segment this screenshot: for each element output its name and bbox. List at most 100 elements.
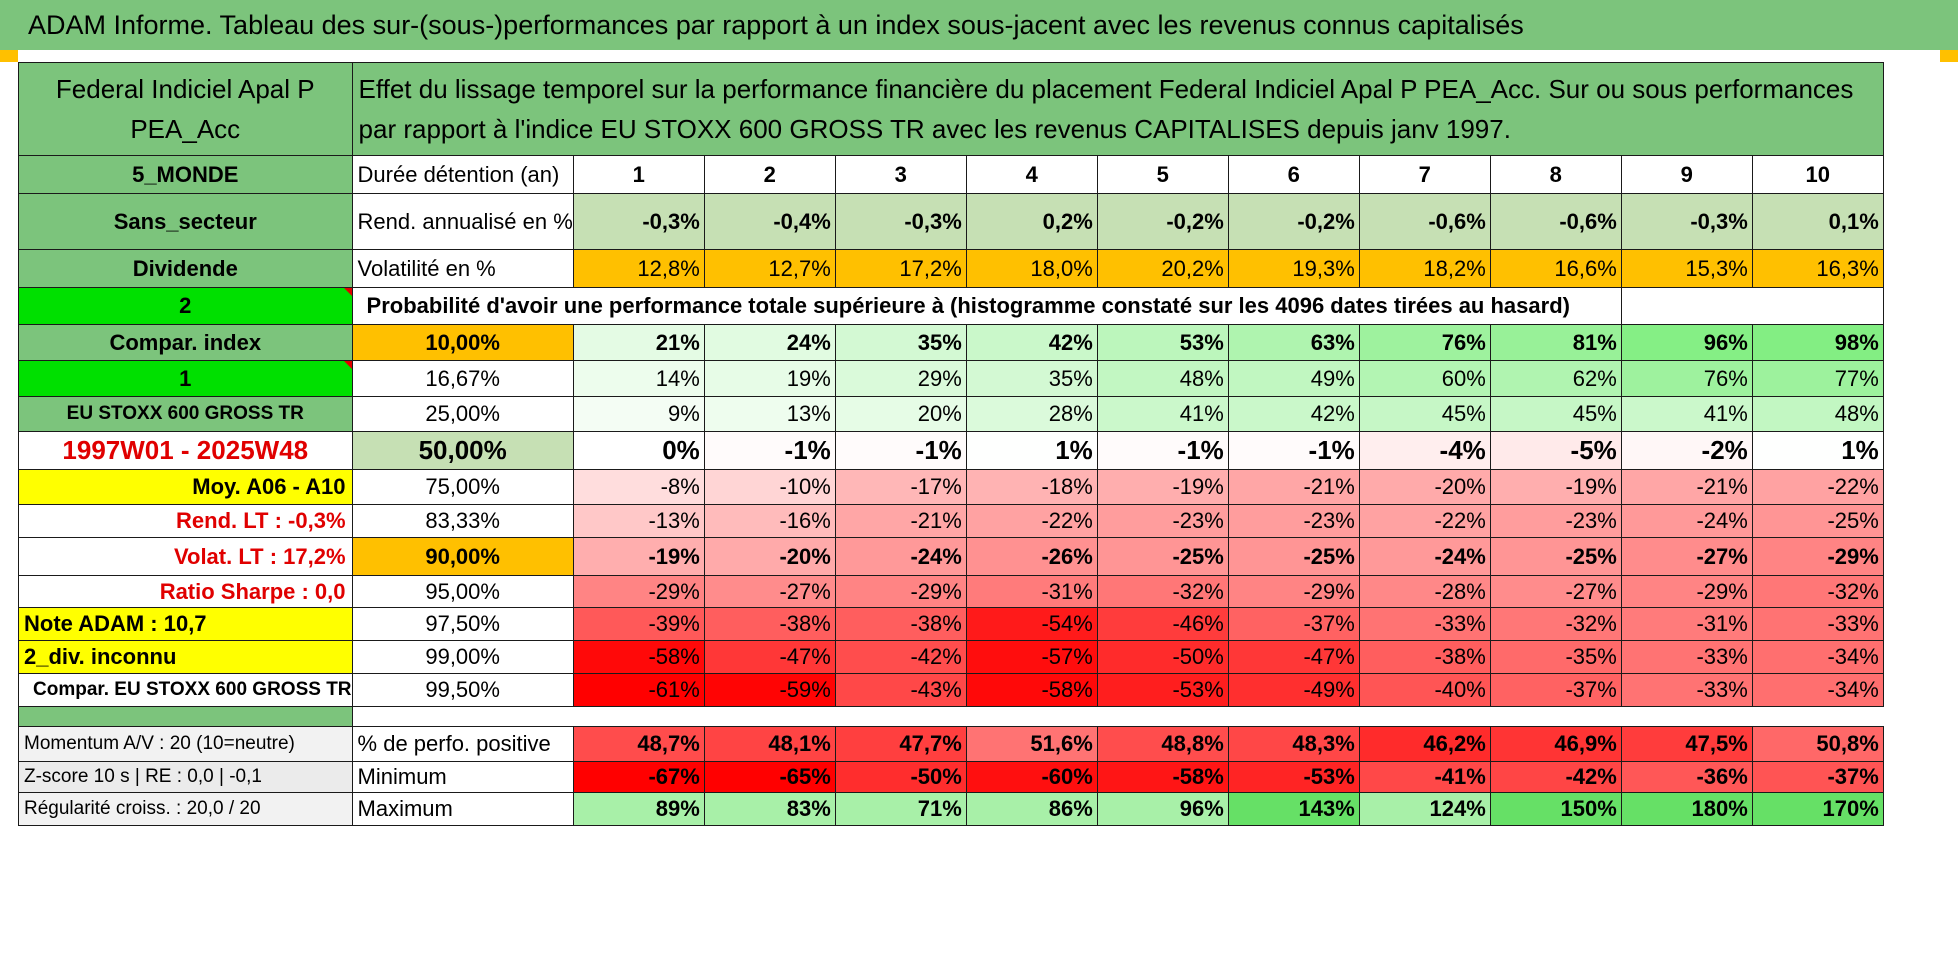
quantile-pct: 97,50% bbox=[351, 607, 574, 641]
summary-value: -41% bbox=[1358, 761, 1491, 793]
quantile-pct: 25,00% bbox=[351, 396, 574, 432]
stat-value: -0,2% bbox=[1096, 193, 1229, 250]
perf-value: -23% bbox=[1096, 504, 1229, 538]
perf-value: -17% bbox=[834, 469, 967, 505]
quantile-pct: 90,00% bbox=[351, 537, 574, 576]
side-label: Compar. EU STOXX 600 GROSS TR bbox=[18, 673, 353, 707]
perf-value: -24% bbox=[834, 537, 967, 576]
side-label: Compar. index bbox=[18, 324, 353, 361]
perf-value: -35% bbox=[1489, 640, 1622, 674]
perf-value: 76% bbox=[1358, 324, 1491, 361]
summary-value: 48,8% bbox=[1096, 726, 1229, 762]
summary-value: 51,6% bbox=[965, 726, 1098, 762]
probability-caption: Probabilité d'avoir une performance tota… bbox=[351, 287, 1622, 325]
perf-value: 28% bbox=[965, 396, 1098, 432]
perf-value: 1% bbox=[965, 431, 1098, 470]
perf-value: 42% bbox=[1227, 396, 1360, 432]
stat-label: % de perfo. positive bbox=[351, 726, 574, 762]
perf-value: -24% bbox=[1620, 504, 1753, 538]
perf-value: -40% bbox=[1358, 673, 1491, 707]
perf-value: -27% bbox=[1620, 537, 1753, 576]
perf-value: -46% bbox=[1096, 607, 1229, 641]
summary-value: -50% bbox=[834, 761, 967, 793]
perf-value: -58% bbox=[965, 673, 1098, 707]
perf-value: 62% bbox=[1489, 360, 1622, 397]
perf-value: -37% bbox=[1227, 607, 1360, 641]
perf-value: -19% bbox=[1096, 469, 1229, 505]
perf-value: 45% bbox=[1358, 396, 1491, 432]
performance-table: Federal Indiciel Apal P PEA_Acc Effet du … bbox=[18, 62, 1884, 826]
stat-value: 4 bbox=[965, 155, 1098, 194]
perf-value: -22% bbox=[965, 504, 1098, 538]
side-label: Ratio Sharpe : 0,0 bbox=[18, 575, 353, 608]
perf-value: -22% bbox=[1358, 504, 1491, 538]
empty-cell bbox=[1620, 287, 1884, 325]
stat-value: 19,3% bbox=[1227, 249, 1360, 288]
stat-value: -0,6% bbox=[1358, 193, 1491, 250]
summary-value: 47,5% bbox=[1620, 726, 1753, 762]
stat-value: -0,3% bbox=[1620, 193, 1753, 250]
description: Effet du lissage temporel sur la perform… bbox=[351, 62, 1884, 156]
separator-cell bbox=[18, 706, 353, 727]
stat-value: 1 bbox=[572, 155, 705, 194]
side-label: 5_MONDE bbox=[18, 155, 353, 194]
perf-value: -19% bbox=[572, 537, 705, 576]
perf-value: -31% bbox=[965, 575, 1098, 608]
side-metric: Momentum A/V : 20 (10=neutre) bbox=[18, 726, 353, 762]
perf-value: -57% bbox=[965, 640, 1098, 674]
side-metric: Régularité croiss. : 20,0 / 20 bbox=[18, 792, 353, 826]
perf-value: -18% bbox=[965, 469, 1098, 505]
perf-value: -37% bbox=[1489, 673, 1622, 707]
stat-value: 10 bbox=[1751, 155, 1884, 194]
perf-value: -38% bbox=[834, 607, 967, 641]
stat-value: 15,3% bbox=[1620, 249, 1753, 288]
summary-value: -60% bbox=[965, 761, 1098, 793]
perf-value: -26% bbox=[965, 537, 1098, 576]
stat-value: 0,1% bbox=[1751, 193, 1884, 250]
stat-label: Rend. annualisé en % bbox=[351, 193, 574, 250]
perf-value: -29% bbox=[1227, 575, 1360, 608]
perf-value: 77% bbox=[1751, 360, 1884, 397]
summary-value: 71% bbox=[834, 792, 967, 826]
perf-value: -24% bbox=[1358, 537, 1491, 576]
summary-value: 124% bbox=[1358, 792, 1491, 826]
quantile-pct: 95,00% bbox=[351, 575, 574, 608]
perf-value: -20% bbox=[703, 537, 836, 576]
perf-value: -50% bbox=[1096, 640, 1229, 674]
perf-value: -1% bbox=[834, 431, 967, 470]
perf-value: -47% bbox=[703, 640, 836, 674]
perf-value: -4% bbox=[1358, 431, 1491, 470]
summary-value: -53% bbox=[1227, 761, 1360, 793]
stat-value: -0,6% bbox=[1489, 193, 1622, 250]
summary-value: -36% bbox=[1620, 761, 1753, 793]
summary-value: 89% bbox=[572, 792, 705, 826]
summary-value: 46,2% bbox=[1358, 726, 1491, 762]
perf-value: -27% bbox=[1489, 575, 1622, 608]
stat-label: Volatilité en % bbox=[351, 249, 574, 288]
perf-value: 76% bbox=[1620, 360, 1753, 397]
perf-value: -33% bbox=[1620, 673, 1753, 707]
summary-value: -37% bbox=[1751, 761, 1884, 793]
perf-value: -58% bbox=[572, 640, 705, 674]
corner-marker-right bbox=[1940, 50, 1958, 62]
fund-name: Federal Indiciel Apal P PEA_Acc bbox=[18, 62, 353, 156]
summary-value: 50,8% bbox=[1751, 726, 1884, 762]
stat-value: 7 bbox=[1358, 155, 1491, 194]
perf-value: -33% bbox=[1751, 607, 1884, 641]
perf-value: 20% bbox=[834, 396, 967, 432]
side-label: Volat. LT : 17,2% bbox=[18, 537, 353, 576]
perf-value: 0% bbox=[572, 431, 705, 470]
perf-value: -23% bbox=[1227, 504, 1360, 538]
perf-value: 45% bbox=[1489, 396, 1622, 432]
perf-value: -59% bbox=[703, 673, 836, 707]
side-label: Dividende bbox=[18, 249, 353, 288]
corner-marker-left bbox=[0, 50, 18, 62]
perf-value: 42% bbox=[965, 324, 1098, 361]
perf-value: -27% bbox=[703, 575, 836, 608]
stat-value: 16,3% bbox=[1751, 249, 1884, 288]
perf-value: -34% bbox=[1751, 640, 1884, 674]
perf-value: 21% bbox=[572, 324, 705, 361]
perf-value: 19% bbox=[703, 360, 836, 397]
perf-value: -5% bbox=[1489, 431, 1622, 470]
perf-value: -47% bbox=[1227, 640, 1360, 674]
